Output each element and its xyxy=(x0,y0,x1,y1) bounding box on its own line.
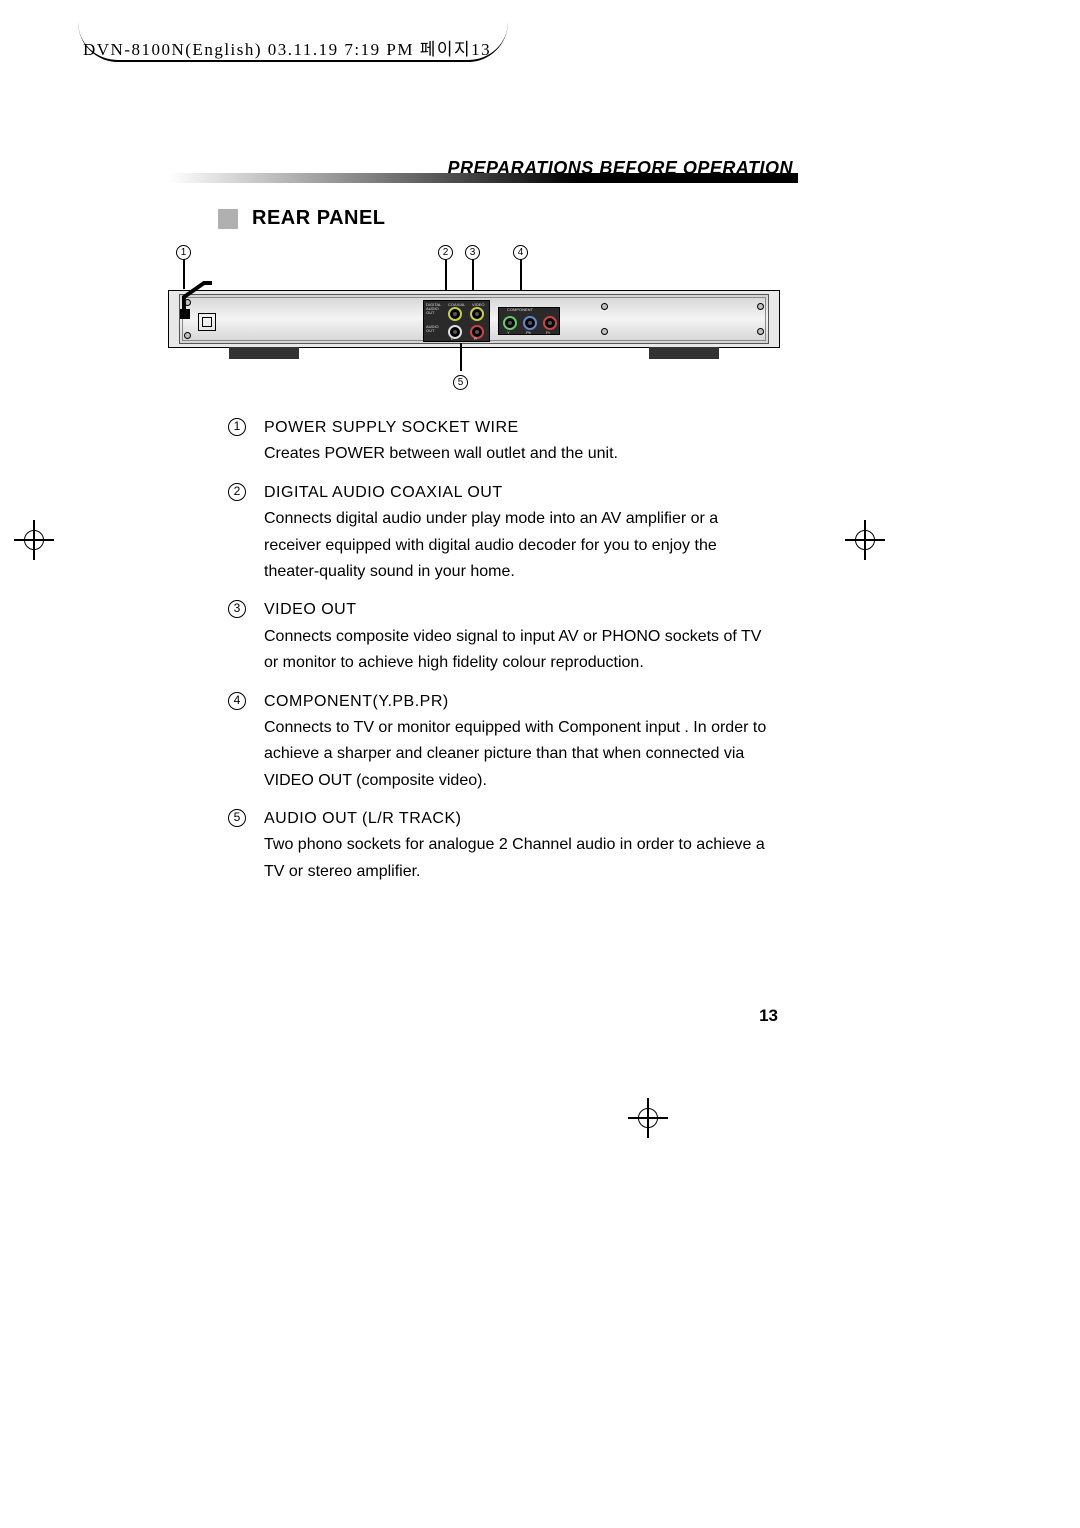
item-number: 1 xyxy=(228,418,246,436)
label-l: L xyxy=(451,336,453,341)
callout-line xyxy=(460,343,462,371)
section-divider xyxy=(168,173,798,183)
label-pr: Pr xyxy=(546,330,550,335)
screw-icon xyxy=(601,328,608,335)
item-number: 3 xyxy=(228,600,246,618)
rca-pb-icon xyxy=(523,316,537,330)
rca-audio-r-icon xyxy=(470,325,484,339)
callout-2: 2 xyxy=(438,243,453,260)
label-component: COMPONENT xyxy=(507,307,533,312)
label-r: R xyxy=(474,336,477,341)
list-item: 5 AUDIO OUT (L/R TRACK) Two phono socket… xyxy=(228,806,768,885)
callout-1: 1 xyxy=(176,243,191,260)
item-title: VIDEO OUT xyxy=(264,597,768,623)
av-connector-block: DIGITAL AUDIO OUT COAXIAL VIDEO AUDIO OU… xyxy=(423,300,490,342)
rca-coaxial-icon xyxy=(448,307,462,321)
foot-icon xyxy=(229,347,299,359)
rear-panel-diagram: 1 2 3 4 xyxy=(168,245,780,400)
manual-page: DVN-8100N(English) 03.11.19 7:19 PM 페이지1… xyxy=(78,0,1008,1528)
screw-icon xyxy=(757,303,764,310)
power-socket-icon xyxy=(198,313,216,331)
rear-panel-chassis: DIGITAL AUDIO OUT COAXIAL VIDEO AUDIO OU… xyxy=(168,290,780,348)
page-title: REAR PANEL xyxy=(252,207,386,230)
item-body: Two phono sockets for analogue 2 Channel… xyxy=(264,832,768,885)
item-body: Connects to TV or monitor equipped with … xyxy=(264,715,768,794)
label-y: Y xyxy=(507,330,510,335)
item-title: COMPONENT(Y.Pb.Pr) xyxy=(264,689,768,715)
item-number: 5 xyxy=(228,809,246,827)
screw-icon xyxy=(601,303,608,310)
title-bullet-icon xyxy=(218,209,238,229)
item-title: POWER SUPPLY SOCKET WIRE xyxy=(264,415,618,441)
list-item: 2 DIGITAL AUDIO COAXIAL OUT Connects dig… xyxy=(228,480,768,586)
item-number: 2 xyxy=(228,483,246,501)
item-body: Creates POWER between wall outlet and th… xyxy=(264,441,618,467)
list-item: 1 POWER SUPPLY SOCKET WIRE Creates POWER… xyxy=(228,415,768,468)
registration-mark-icon xyxy=(628,1098,668,1138)
description-list: 1 POWER SUPPLY SOCKET WIRE Creates POWER… xyxy=(228,415,768,897)
screw-icon xyxy=(184,332,191,339)
item-number: 4 xyxy=(228,692,246,710)
registration-mark-icon xyxy=(845,520,885,560)
item-body: Connects composite video signal to input… xyxy=(264,624,768,677)
item-title: DIGITAL AUDIO COAXIAL OUT xyxy=(264,480,768,506)
label-audio-out: AUDIO OUT xyxy=(426,325,439,333)
item-title: AUDIO OUT (L/R TRACK) xyxy=(264,806,768,832)
screw-icon xyxy=(757,328,764,335)
foot-icon xyxy=(649,347,719,359)
list-item: 3 VIDEO OUT Connects composite video sig… xyxy=(228,597,768,676)
page-number: 13 xyxy=(759,1006,778,1026)
list-item: 4 COMPONENT(Y.Pb.Pr) Connects to TV or m… xyxy=(228,689,768,795)
callout-5: 5 xyxy=(453,373,468,390)
rca-video-icon xyxy=(470,307,484,321)
rca-y-icon xyxy=(503,316,517,330)
rca-pr-icon xyxy=(543,316,557,330)
label-pb: Pb xyxy=(526,330,531,335)
registration-mark-icon xyxy=(14,520,54,560)
callout-3: 3 xyxy=(465,243,480,260)
callout-4: 4 xyxy=(513,243,528,260)
item-body: Connects digital audio under play mode i… xyxy=(264,506,768,585)
title-row: REAR PANEL xyxy=(218,207,386,230)
component-connector-block: COMPONENT Y Pb Pr xyxy=(498,307,560,335)
rear-panel-face: DIGITAL AUDIO OUT COAXIAL VIDEO AUDIO OU… xyxy=(179,294,769,344)
header-stamp: DVN-8100N(English) 03.11.19 7:19 PM 페이지1… xyxy=(83,35,491,60)
label-digital-audio: DIGITAL AUDIO OUT xyxy=(426,303,441,315)
